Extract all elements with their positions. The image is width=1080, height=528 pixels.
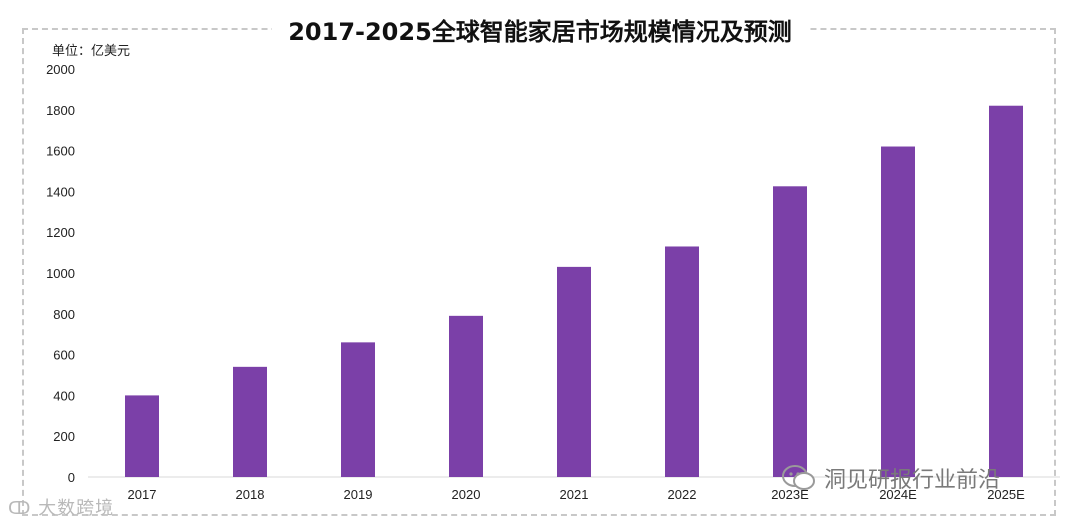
x-tick-label: 2025E <box>987 487 1025 502</box>
bar-2019 <box>341 342 375 477</box>
bars <box>125 105 1023 478</box>
watermark-bottom-right: 洞见研报行业前沿 <box>782 462 1000 494</box>
y-axis-ticks: 0 200 400 600 800 1000 1200 1400 1600 1800 2000 <box>46 62 75 485</box>
y-tick-label: 600 <box>53 348 75 363</box>
y-tick-label: 1400 <box>46 184 75 199</box>
x-tick-label: 2020 <box>452 487 481 502</box>
watermark-bottom-right-text: 洞见研报行业前沿 <box>824 468 1001 493</box>
bar-2023E <box>773 186 807 478</box>
bar-2021 <box>557 266 591 477</box>
y-tick-label: 1600 <box>46 144 75 159</box>
bar-2022 <box>665 246 699 477</box>
watermark-bottom-left: ↀ 大数跨境 <box>8 494 114 520</box>
x-tick-label: 2017 <box>128 487 157 502</box>
chart-title: 2017-2025全球智能家居市场规模情况及预测 <box>0 12 1080 47</box>
x-axis-ticks: 2017 2018 2019 2020 2021 2022 2023E 2024E 2025E <box>128 487 1026 502</box>
bar-2024E <box>881 146 915 477</box>
y-tick-label: 2000 <box>46 62 75 77</box>
y-tick-label: 1000 <box>46 266 75 281</box>
x-tick-label: 2019 <box>344 487 373 502</box>
bar-2020 <box>449 315 483 477</box>
y-tick-label: 0 <box>68 470 75 485</box>
x-tick-label: 2023E <box>771 487 809 502</box>
y-tick-label: 800 <box>53 307 75 322</box>
x-tick-label: 2021 <box>560 487 589 502</box>
y-tick-label: 1200 <box>46 225 75 240</box>
y-tick-label: 400 <box>53 388 75 403</box>
bar-2018 <box>233 366 267 477</box>
y-tick-label: 1800 <box>46 103 75 118</box>
bar-2017 <box>125 395 159 477</box>
watermark-logo-icon: ↀ <box>8 498 32 519</box>
bar-2025E <box>989 105 1023 477</box>
unit-label: 单位：亿美元 <box>52 44 131 59</box>
x-tick-label: 2024E <box>879 487 917 502</box>
x-tick-label: 2018 <box>236 487 265 502</box>
x-tick-label: 2022 <box>668 487 697 502</box>
y-tick-label: 200 <box>53 429 75 444</box>
wechat-icon <box>782 465 815 490</box>
watermark-bottom-left-text: 大数跨境 <box>38 498 115 519</box>
